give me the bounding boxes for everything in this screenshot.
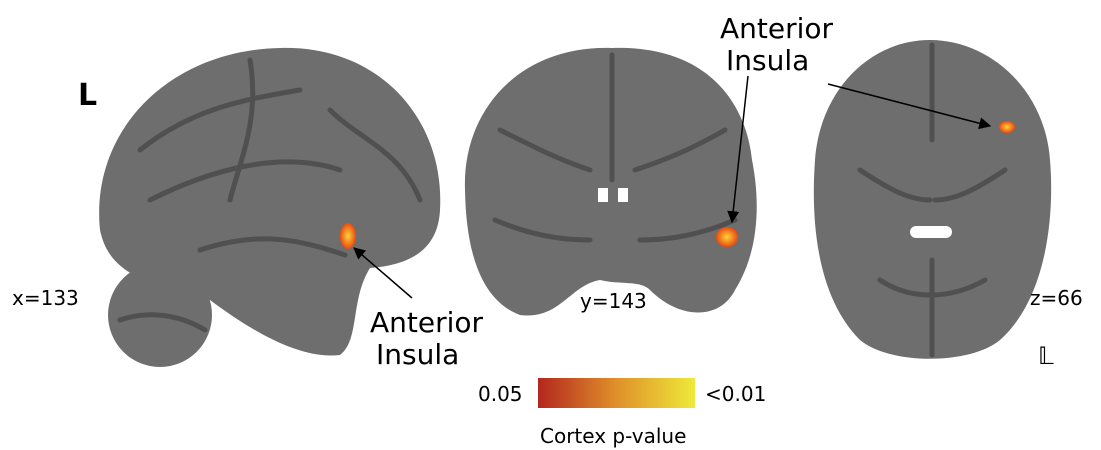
slice-label: x=133 <box>12 286 79 310</box>
orientation-label: L <box>78 78 97 113</box>
annotation-line: Anterior <box>370 306 484 339</box>
slice-label: y=143 <box>580 289 647 313</box>
annotation-line: Anterior <box>720 12 834 45</box>
colorbar-min: 0.05 <box>478 382 523 406</box>
slice-label: z=66 <box>1030 286 1083 310</box>
colorbar-title: Cortex p-value <box>540 424 686 448</box>
orientation-label: 𝕃 <box>1038 342 1054 370</box>
annotation-line: Insula <box>376 338 459 371</box>
annotation: Anterior Insula <box>720 12 842 77</box>
figure: L x=133 Anterior Insula y=143 Anterior I… <box>0 0 1101 450</box>
activation <box>999 121 1015 133</box>
annotation: Anterior Insula <box>370 306 492 371</box>
annotation-line: Insula <box>726 44 809 77</box>
activation <box>716 227 738 247</box>
axial-slice <box>814 40 1051 359</box>
colorbar-max: <0.01 <box>705 382 766 406</box>
activation <box>340 223 356 249</box>
coronal-slice <box>465 48 757 316</box>
colorbar <box>538 378 695 408</box>
